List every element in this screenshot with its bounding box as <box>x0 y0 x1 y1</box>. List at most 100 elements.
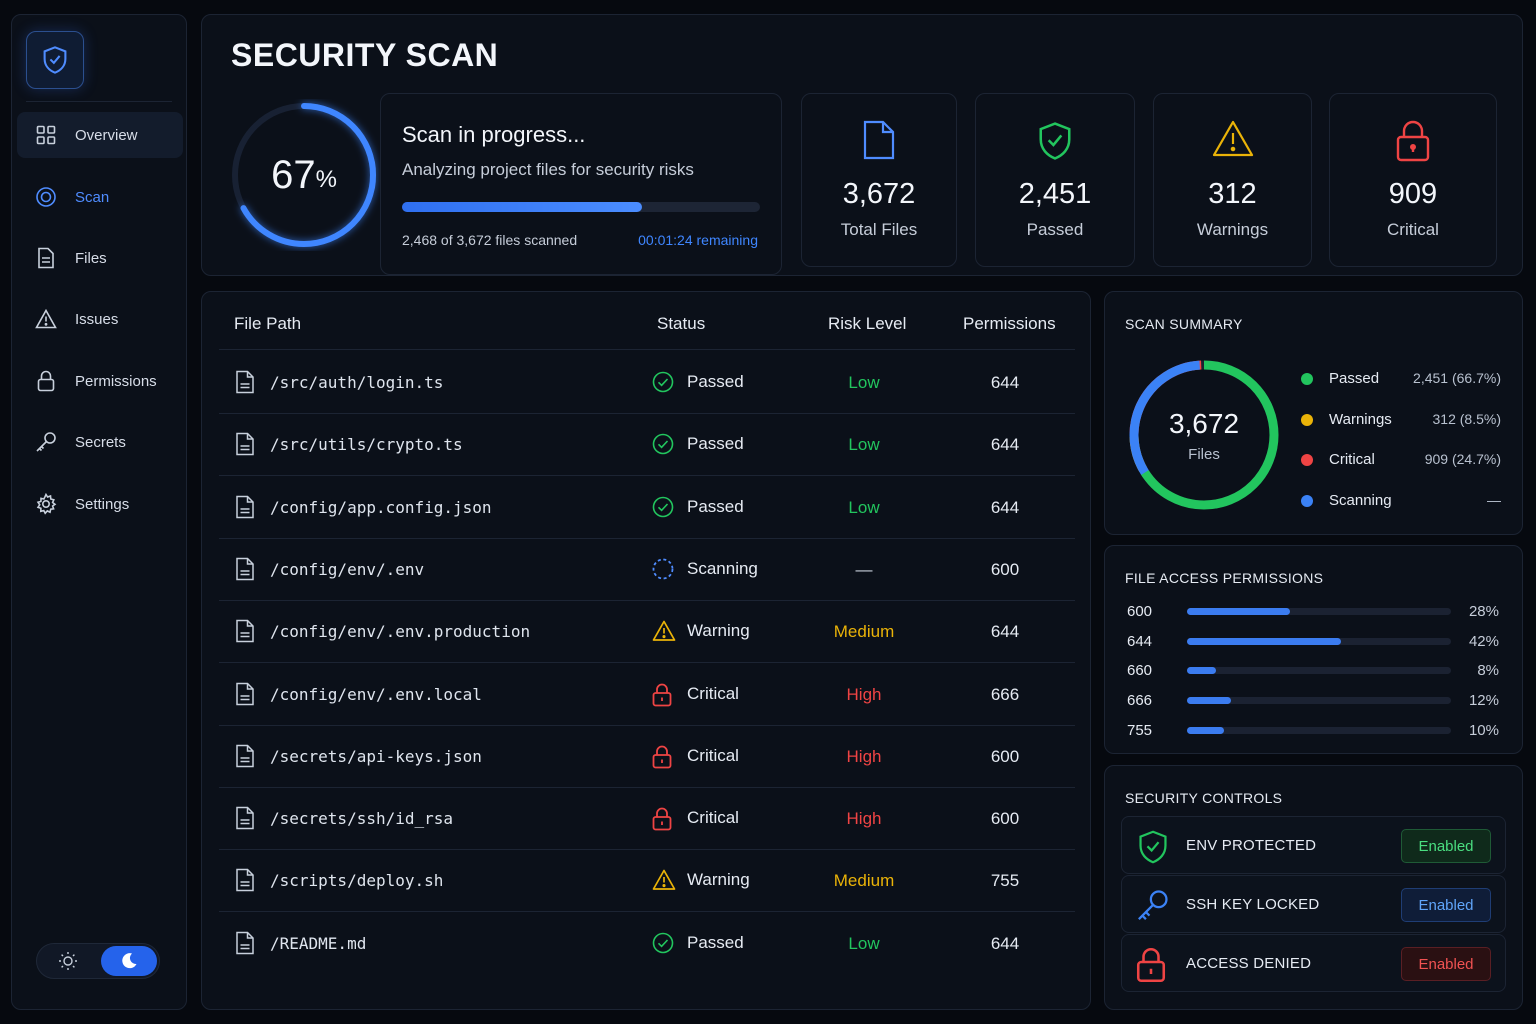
control-status-badge[interactable]: Enabled <box>1401 829 1491 863</box>
critical-status-icon <box>652 683 672 712</box>
control-label: ACCESS DENIED <box>1186 955 1312 972</box>
legend-value: 909 (24.7%) <box>1424 451 1501 467</box>
file-icon <box>802 120 956 160</box>
legend-dot <box>1301 454 1313 466</box>
file-icon <box>235 495 255 524</box>
stat-card-passed[interactable]: 2,451 Passed <box>975 93 1135 267</box>
sun-icon[interactable] <box>43 947 93 975</box>
permission-value: 644 <box>990 497 1020 517</box>
status-label: Passed <box>687 932 744 952</box>
sidebar-item-label: Files <box>75 249 107 267</box>
legend-label: Critical <box>1329 451 1375 468</box>
stat-card-warnings[interactable]: 312 Warnings <box>1153 93 1312 267</box>
page-title: SECURITY SCAN <box>231 37 499 73</box>
stat-label: Passed <box>1026 220 1084 239</box>
risk-level: Low <box>848 373 880 392</box>
row-divider <box>219 537 1075 539</box>
permission-percent: 42% <box>1468 632 1499 650</box>
file-access-permissions-panel: FILE ACCESS PERMISSIONS 600 28% 644 42% 660 8… <box>1104 545 1523 754</box>
passed-status-icon <box>652 433 674 460</box>
sidebar-item-label: Secrets <box>75 433 126 451</box>
shield-check-icon <box>1136 829 1170 870</box>
permission-bar-fill <box>1187 608 1290 615</box>
sidebar-item-settings[interactable]: Settings <box>17 481 183 527</box>
sidebar-item-label: Scan <box>75 188 110 206</box>
permission-row: 666 12% <box>1127 690 1507 710</box>
legend-dot <box>1301 413 1313 426</box>
sidebar-item-overview[interactable]: Overview <box>17 112 183 158</box>
table-row[interactable]: /config/env/.env.production Warning Medium… <box>219 600 1075 662</box>
legend-dot <box>1301 494 1313 507</box>
donut-segment-passed <box>1129 360 1279 510</box>
table-row[interactable]: /secrets/ssh/id_rsa Critical High 600 <box>219 787 1075 849</box>
table-row[interactable]: /README.md Passed Low 644 <box>219 912 1075 974</box>
permission-percent: 12% <box>1468 692 1499 710</box>
legend-value: 2,451 (66.7%) <box>1413 370 1501 386</box>
files-table: File Path Status Risk Level Permissions … <box>201 291 1091 1010</box>
status-label: Passed <box>687 372 744 391</box>
row-divider <box>219 413 1075 414</box>
table-row[interactable]: /scripts/deploy.sh Warning Medium 755 <box>219 849 1075 911</box>
column-header-file-path[interactable]: File Path <box>234 314 302 333</box>
column-header-status[interactable]: Status <box>657 314 706 333</box>
progress-percent-value: 67 <box>271 152 316 197</box>
risk-level: Medium <box>833 622 895 642</box>
stat-label: Total Files <box>840 220 918 239</box>
critical-status-icon <box>652 745 672 774</box>
sidebar: Overview Scan Files Issues Permissions S… <box>11 14 187 1010</box>
sidebar-item-secrets[interactable]: Secrets <box>17 419 183 465</box>
file-icon <box>235 868 255 897</box>
control-status-badge[interactable]: Enabled <box>1401 888 1491 922</box>
file-icon <box>235 931 255 960</box>
risk-level: — <box>855 559 873 579</box>
stat-card-total-files[interactable]: 3,672 Total Files <box>801 93 957 267</box>
permission-bar-fill <box>1187 726 1224 734</box>
moon-icon[interactable] <box>101 946 157 976</box>
control-label: SSH KEY LOCKED <box>1186 896 1320 913</box>
legend-value: — <box>1487 491 1501 508</box>
sidebar-item-label: Overview <box>75 126 138 144</box>
scan-summary-panel: SCAN SUMMARY 3,672 Files Passed 2,451 (66… <box>1104 291 1523 535</box>
stat-label: Warnings <box>1196 220 1269 239</box>
table-row[interactable]: /config/app.config.json Passed Low 644 <box>219 476 1075 538</box>
permission-value: 644 <box>990 622 1020 642</box>
permission-bar <box>1187 608 1451 615</box>
scan-status-title: Scan in progress... <box>402 122 586 147</box>
progress-ring <box>232 103 376 247</box>
stat-card-critical[interactable]: 909 Critical <box>1329 93 1497 267</box>
file-path: /src/utils/crypto.ts <box>270 435 463 455</box>
status-label: Critical <box>687 745 739 765</box>
warning-status-icon <box>652 620 676 647</box>
column-header-risk-level[interactable]: Risk Level <box>828 314 907 333</box>
table-row[interactable]: /src/utils/crypto.ts Passed Low 644 <box>219 413 1075 475</box>
sidebar-item-permissions[interactable]: Permissions <box>17 358 183 404</box>
section-title: SCAN SUMMARY <box>1125 316 1243 332</box>
permission-value: 600 <box>990 809 1020 829</box>
status-label: Passed <box>687 434 744 454</box>
progress-percent-unit: % <box>315 166 337 193</box>
control-status-badge[interactable]: Enabled <box>1401 947 1491 981</box>
theme-toggle[interactable] <box>36 943 160 979</box>
table-row[interactable]: /secrets/api-keys.json Critical High 600 <box>219 725 1075 787</box>
file-path: /secrets/ssh/id_rsa <box>270 809 454 829</box>
column-header-permissions[interactable]: Permissions <box>963 314 1056 333</box>
stat-value: 3,672 <box>842 178 916 210</box>
sidebar-item-files[interactable]: Files <box>17 235 183 281</box>
risk-level: High <box>846 809 882 829</box>
table-row[interactable]: /src/auth/login.ts Passed Low 644 <box>219 351 1075 413</box>
sidebar-item-scan[interactable]: Scan <box>17 174 183 220</box>
status-label: Critical <box>687 683 739 703</box>
shield-check-icon[interactable] <box>26 31 84 89</box>
progress-percent: 67 % <box>228 99 380 251</box>
sidebar-item-issues[interactable]: Issues <box>17 296 183 342</box>
table-row[interactable]: /config/env/.env Scanning — 600 <box>219 538 1075 600</box>
file-icon <box>235 432 255 461</box>
row-divider <box>219 724 1075 726</box>
permission-code: 600 <box>1127 603 1153 620</box>
shield-check-icon <box>976 120 1134 162</box>
passed-status-icon <box>652 371 674 398</box>
legend-item: Critical 909 (24.7%) <box>1301 448 1511 472</box>
sidebar-divider <box>26 101 172 102</box>
permission-bar <box>1187 637 1451 645</box>
table-row[interactable]: /config/env/.env.local Critical High 666 <box>219 663 1075 725</box>
